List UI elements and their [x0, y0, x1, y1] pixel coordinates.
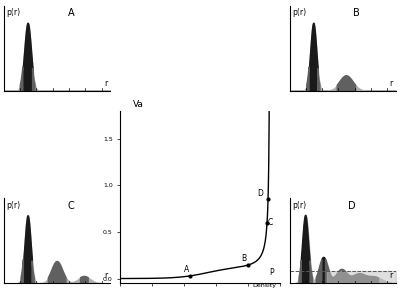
Text: B: B — [354, 8, 360, 18]
Text: Liquid: Liquid — [252, 274, 272, 279]
Text: C: C — [268, 218, 273, 227]
Text: B: B — [241, 254, 246, 263]
Text: Bulk: Bulk — [252, 265, 266, 270]
Text: Density: Density — [252, 283, 276, 288]
Text: C: C — [68, 201, 74, 211]
Text: r: r — [104, 79, 107, 88]
Text: p(r): p(r) — [6, 8, 20, 17]
Text: P: P — [270, 268, 274, 277]
Text: p(r): p(r) — [292, 8, 306, 17]
Text: A: A — [68, 8, 74, 18]
Text: D: D — [257, 189, 263, 198]
Text: A: A — [184, 265, 189, 274]
Text: D: D — [348, 201, 356, 211]
Text: r: r — [104, 271, 107, 280]
Text: Va: Va — [133, 100, 144, 109]
Text: p(r): p(r) — [6, 201, 20, 210]
Text: r: r — [390, 79, 393, 88]
Text: r: r — [390, 271, 393, 280]
Text: p(r): p(r) — [292, 201, 306, 210]
